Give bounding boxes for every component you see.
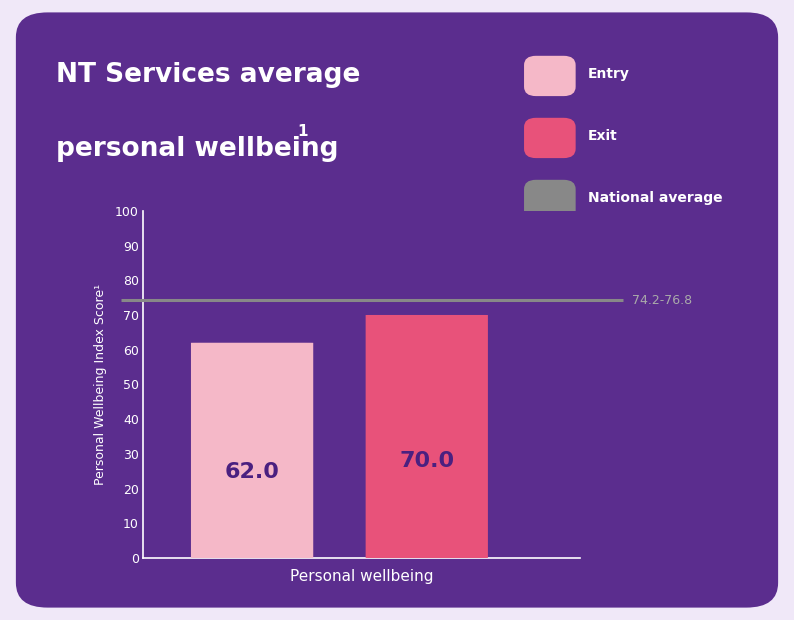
Text: NT Services average: NT Services average: [56, 62, 360, 88]
Text: National average: National average: [588, 192, 723, 205]
Text: 62.0: 62.0: [225, 462, 279, 482]
Text: 1: 1: [298, 124, 308, 139]
Text: personal wellbeing: personal wellbeing: [56, 136, 338, 162]
Y-axis label: Personal Wellbeing Index Score¹: Personal Wellbeing Index Score¹: [94, 284, 106, 485]
FancyBboxPatch shape: [16, 12, 778, 608]
FancyBboxPatch shape: [524, 180, 576, 220]
Text: 74.2-76.8: 74.2-76.8: [632, 294, 692, 307]
X-axis label: Personal wellbeing: Personal wellbeing: [290, 569, 433, 584]
FancyBboxPatch shape: [524, 56, 576, 96]
FancyBboxPatch shape: [524, 118, 576, 158]
Text: 70.0: 70.0: [399, 451, 454, 471]
Text: Exit: Exit: [588, 130, 617, 143]
Text: Entry: Entry: [588, 68, 630, 81]
FancyBboxPatch shape: [365, 315, 488, 558]
FancyBboxPatch shape: [191, 343, 313, 558]
